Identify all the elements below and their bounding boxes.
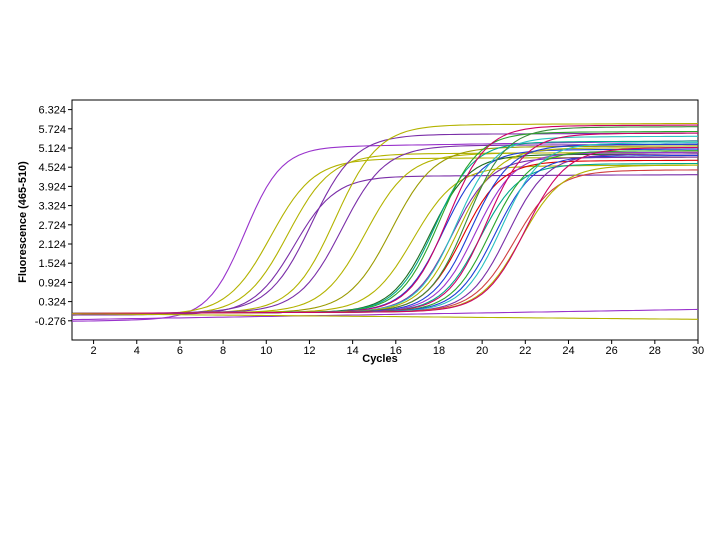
x-tick-label: 10: [260, 345, 272, 357]
x-tick-label: 8: [220, 345, 226, 357]
x-axis-title: Cycles: [362, 353, 397, 365]
y-tick-label: 2.124: [38, 239, 66, 251]
curve-negative-control-2: [72, 313, 698, 320]
x-tick-label: 20: [476, 345, 488, 357]
curve-negative-control-1: [71, 308, 699, 321]
y-tick-label: 3.924: [38, 181, 66, 193]
x-tick-label: 4: [134, 345, 140, 357]
x-tick-label: 30: [692, 345, 704, 357]
x-tick-label: 26: [606, 345, 618, 357]
x-tick-label: 28: [649, 345, 661, 357]
x-axis: 2 4 6 8 10 12 14 16 18 20 22 24 26 28 30: [91, 340, 704, 357]
x-tick-label: 18: [433, 345, 445, 357]
y-tick-label: 5.724: [38, 124, 66, 136]
y-tick-label: -0.276: [35, 316, 66, 328]
x-tick-label: 22: [519, 345, 531, 357]
y-tick-label: 2.724: [38, 220, 66, 232]
y-tick-label: 0.324: [38, 297, 66, 309]
x-tick-label: 6: [177, 345, 183, 357]
curve-sample-1: [71, 140, 698, 322]
curve-sample-31: [71, 146, 699, 315]
x-tick-label: 2: [91, 345, 97, 357]
x-tick-label: 16: [390, 345, 402, 357]
x-tick-label: 24: [562, 345, 574, 357]
y-tick-label: 4.524: [38, 162, 66, 174]
x-tick-label: 14: [346, 345, 358, 357]
y-tick-label: 0.924: [38, 277, 66, 289]
y-tick-label: 6.324: [38, 105, 66, 117]
curve-group: [71, 122, 699, 322]
y-axis: -0.276 0.324 0.924 1.524 2.124 2.724 3.324 3.92…: [35, 105, 72, 328]
y-tick-label: 3.324: [38, 201, 66, 213]
y-tick-label: 5.124: [38, 143, 66, 155]
y-axis-title: Fluorescence (465-510): [17, 161, 29, 283]
x-tick-label: 12: [303, 345, 315, 357]
y-tick-label: 1.524: [38, 258, 66, 270]
